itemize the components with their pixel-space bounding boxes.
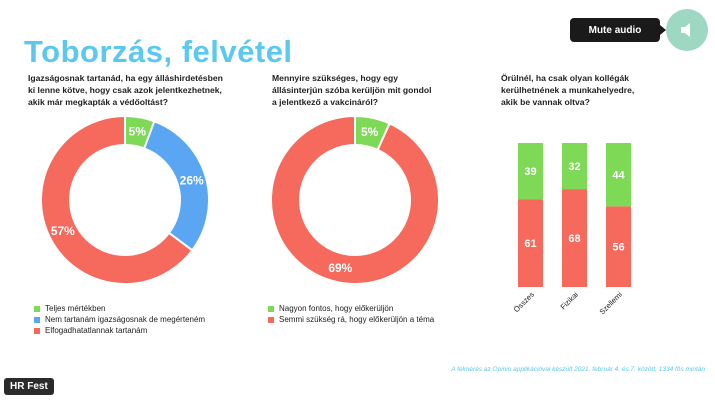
bar-segment <box>606 206 631 287</box>
legend-label: Semmi szükség rá, hogy előkerüljön a tém… <box>279 315 435 324</box>
question-2: Mennyire szükséges, hogy egy állásinterj… <box>272 72 431 108</box>
legend-label: Nagyon fontos, hogy előkerüljön <box>279 304 394 313</box>
legend-label: Elfogadhatatlannak tartanám <box>45 326 148 335</box>
question-3-line-1: Örülnél, ha csak olyan kollégák <box>501 73 630 83</box>
bar-data-label: 56 <box>612 242 624 254</box>
bar-segment <box>562 143 587 190</box>
question-2-line-2: állásinterjún szóba kerüljön mit gondol <box>272 85 432 95</box>
mute-audio-button[interactable] <box>666 9 708 51</box>
legend-item: Nem tartanám igazságosnak de megérteném <box>34 314 205 325</box>
mute-audio-tooltip: Mute audio <box>570 18 666 42</box>
legend-swatch <box>34 305 40 312</box>
category-tick-label: Szellemi <box>598 290 625 317</box>
bar-data-label: 32 <box>568 161 580 173</box>
bar-data-label: 44 <box>612 170 625 182</box>
legend-swatch <box>268 305 274 312</box>
question-3-line-3: akik be vannak oltva? <box>501 97 590 107</box>
donut-data-label: 26% <box>180 173 204 187</box>
category-tick-label: Összes <box>512 290 536 314</box>
legend-item: Nagyon fontos, hogy előkerüljön <box>268 303 434 314</box>
question-2-line-3: a jelentkező a vakcináról? <box>272 97 379 107</box>
bar-data-label: 68 <box>568 233 580 245</box>
bar-segment <box>518 143 543 200</box>
slide-title: Toborzás, felvétel <box>24 34 293 69</box>
hr-fest-badge: HR Fest <box>4 378 54 395</box>
category-tick-label: Fizikai <box>559 290 581 312</box>
footnote: A felmérés az Opinio applikációval készü… <box>451 366 705 373</box>
legend-item: Semmi szükség rá, hogy előkerüljön a tém… <box>268 314 434 325</box>
question-3: Örülnél, ha csak olyan kollégák kerülhet… <box>501 72 634 108</box>
legend-swatch <box>34 316 40 323</box>
question-1-line-3: akik már megkapták a védőoltást? <box>28 97 168 107</box>
legend-label: Teljes mértékben <box>45 304 106 313</box>
legend-item: Teljes mértékben <box>34 303 205 314</box>
question-1-line-1: Igazságosnak tartanád, ha egy álláshirde… <box>28 73 223 83</box>
legend-swatch <box>268 316 274 323</box>
bar-data-label: 39 <box>524 166 536 178</box>
legend-chart-2: Nagyon fontos, hogy előkerüljön Semmi sz… <box>268 303 434 325</box>
bar-segment <box>606 143 631 207</box>
speaker-icon <box>681 23 690 37</box>
donut-data-label: 69% <box>328 261 352 275</box>
bar-segment <box>518 199 543 287</box>
donut-data-label: 5% <box>361 125 379 139</box>
donut-data-label: 57% <box>51 224 75 238</box>
question-3-line-2: kerülhetnének a munkahelyedre, <box>501 85 635 95</box>
donut-slice <box>270 114 440 285</box>
question-1-line-2: ki lenne kötve, hogy csak azok jelentkez… <box>28 85 222 95</box>
donut-data-label: 5% <box>129 125 147 139</box>
legend-label: Nem tartanám igazságosnak de megérteném <box>45 315 206 324</box>
question-2-line-1: Mennyire szükséges, hogy egy <box>272 73 399 83</box>
bar-data-label: 61 <box>524 238 536 250</box>
legend-item: Elfogadhatatlannak tartanám <box>34 325 205 336</box>
donut-slice <box>40 114 194 285</box>
bar-segment <box>562 189 587 287</box>
legend-swatch <box>34 327 40 334</box>
legend-chart-1: Teljes mértékben Nem tartanám igazságosn… <box>34 303 205 336</box>
question-1: Igazságosnak tartanád, ha egy álláshirde… <box>28 72 223 108</box>
